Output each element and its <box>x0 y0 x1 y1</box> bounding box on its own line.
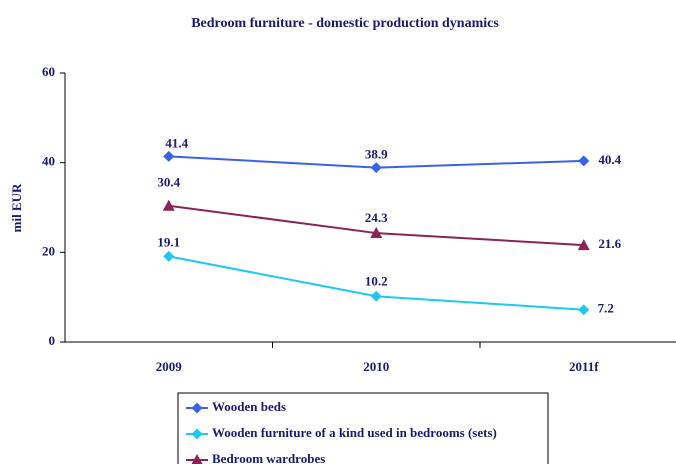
y-axis-label: mil EUR <box>9 183 24 232</box>
legend-marker <box>191 402 203 414</box>
y-tick-label: 40 <box>42 154 55 169</box>
x-tick-label: 2011f <box>569 359 599 374</box>
x-tick-label: 2010 <box>363 359 389 374</box>
y-tick-label: 20 <box>42 243 55 258</box>
legend-label: Bedroom wardrobes <box>212 451 325 464</box>
data-label: 30.4 <box>157 175 180 190</box>
data-point <box>578 304 590 316</box>
data-point <box>370 227 383 239</box>
data-point <box>577 239 590 251</box>
data-point <box>370 290 382 302</box>
data-label: 38.9 <box>365 147 388 162</box>
data-label: 41.4 <box>165 135 188 150</box>
data-point <box>163 150 175 162</box>
legend-label: Wooden beds <box>212 399 286 414</box>
legend-label: Wooden furniture of a kind used in bedro… <box>212 425 497 440</box>
data-point <box>370 162 382 174</box>
data-point <box>578 155 590 167</box>
legend-marker <box>191 428 203 440</box>
legend-box <box>177 392 549 464</box>
data-label: 10.2 <box>365 273 388 288</box>
data-label: 21.6 <box>598 236 621 251</box>
data-label: 19.1 <box>157 234 180 249</box>
data-point <box>162 199 175 211</box>
y-tick-label: 60 <box>42 64 55 79</box>
data-label: 40.4 <box>598 152 621 167</box>
data-label: 24.3 <box>365 210 388 225</box>
data-point <box>163 250 175 262</box>
x-tick-label: 2009 <box>156 359 183 374</box>
data-label: 7.2 <box>598 301 614 316</box>
y-tick-label: 0 <box>49 333 56 348</box>
chart-title: Bedroom furniture - domestic production … <box>191 16 499 31</box>
legend-marker <box>191 454 203 464</box>
